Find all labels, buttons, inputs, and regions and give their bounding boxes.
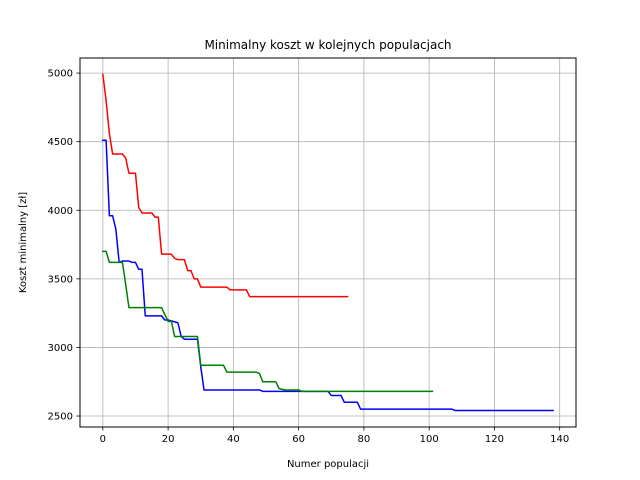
y-tick-label: 5000 [48,69,73,80]
x-tick-label: 0 [100,434,106,445]
y-tick-label: 4000 [48,206,73,217]
chart-title: Minimalny koszt w kolejnych populacjach [204,38,451,52]
x-tick-label: 120 [485,434,504,445]
series-lines [102,73,554,412]
series-line-3 [102,250,434,393]
y-tick-label: 3500 [48,274,73,285]
x-tick-label: 60 [292,434,305,445]
x-tick-label: 20 [162,434,175,445]
y-tick-label: 2500 [48,412,73,423]
grid [80,58,576,427]
series-line-2 [102,139,554,412]
series-line-1 [102,73,349,298]
x-tick-label: 40 [227,434,240,445]
ticks: 0 20 40 60 80 100 120 140 2500 3000 3500 4000 4500 50… [48,69,570,445]
y-axis-title: Koszt minimalny [zł] [18,192,29,293]
x-tick-label: 140 [550,434,569,445]
x-tick-label: 80 [358,434,371,445]
plot-frame [79,57,577,428]
x-axis-title: Numer populacji [287,459,369,470]
x-tick-label: 100 [420,434,439,445]
y-tick-label: 4500 [48,137,73,148]
y-tick-label: 3000 [48,343,73,354]
